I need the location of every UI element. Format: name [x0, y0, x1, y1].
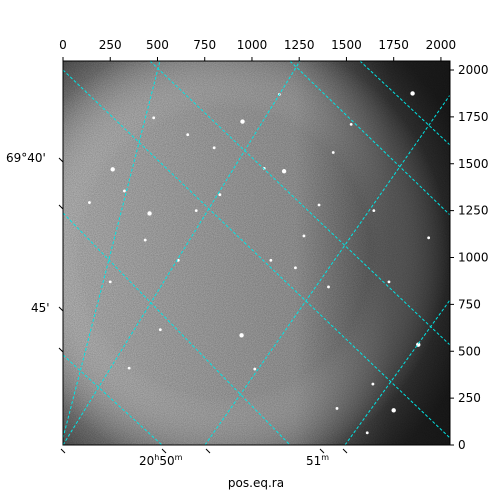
dec-axis: 69°40' 45' [6, 151, 64, 353]
right-axis: 0 250 500 750 1000 1250 1500 1750 2000 [450, 63, 489, 452]
top-tick-label: 250 [99, 38, 122, 52]
x-axis-title: pos.eq.ra [228, 476, 284, 490]
star [212, 146, 216, 150]
right-tick-label: 1000 [458, 251, 489, 265]
star [331, 151, 335, 154]
ra-axis: 20h50m 51m [60, 448, 348, 468]
dec-tick [58, 157, 64, 163]
star [147, 211, 152, 216]
top-tick-label: 1000 [237, 38, 268, 52]
star [410, 91, 415, 96]
grid-line [63, 354, 163, 445]
ra-tick [161, 448, 167, 454]
star [108, 280, 112, 284]
ra-tick [319, 448, 325, 454]
grid-line [149, 61, 450, 346]
star [123, 189, 126, 193]
grid-line [89, 444, 90, 445]
top-tick-label: 1750 [378, 38, 409, 52]
grid-line [63, 61, 301, 445]
right-tick-label: 500 [458, 344, 481, 358]
grid-line [63, 212, 291, 445]
star [110, 167, 115, 172]
star [158, 328, 162, 332]
star [239, 333, 244, 338]
star [88, 201, 91, 204]
right-tick-label: 750 [458, 297, 481, 311]
dec-tick [58, 204, 64, 210]
star [427, 236, 431, 240]
top-tick-label: 1250 [284, 38, 315, 52]
coordinate-grid [63, 61, 450, 445]
grid-line [204, 94, 450, 445]
ra-tick [342, 448, 348, 454]
star [143, 238, 147, 242]
grid-line [289, 61, 450, 216]
star [294, 266, 297, 270]
dec-tick-label-2: 45' [31, 301, 50, 315]
right-tick-label: 1500 [458, 157, 489, 171]
ra-tick [205, 448, 211, 454]
right-tick-label: 1250 [458, 204, 489, 218]
star [194, 209, 198, 213]
star [127, 366, 131, 370]
star [335, 407, 339, 410]
ra-tick [60, 448, 66, 454]
star [327, 285, 330, 289]
top-tick-label: 1500 [331, 38, 362, 52]
grid-line [63, 69, 450, 439]
top-tick-label: 500 [146, 38, 169, 52]
star [391, 408, 396, 413]
right-tick-label: 2000 [458, 63, 489, 77]
grid-line [359, 61, 450, 146]
top-tick-label: 0 [59, 38, 67, 52]
star [253, 367, 257, 371]
dec-tick [58, 306, 64, 312]
dec-tick [58, 347, 64, 353]
dec-tick-label-1: 69°40' [6, 151, 46, 165]
top-tick-label: 2000 [426, 38, 457, 52]
star [349, 122, 353, 126]
star [269, 258, 273, 262]
top-tick-label: 750 [193, 38, 216, 52]
image-frame [62, 60, 451, 446]
star [186, 133, 190, 137]
ra-tick-label-1: 20h50m [139, 453, 183, 468]
star [372, 209, 376, 213]
right-tick-label: 250 [458, 391, 481, 405]
star [365, 431, 369, 435]
ra-tick-label-2: 51m [306, 453, 329, 468]
star [302, 234, 306, 238]
star [371, 382, 375, 386]
star [240, 119, 245, 124]
top-axis: 0 250 500 750 1000 1250 1500 1750 2000 [59, 38, 456, 61]
star [218, 193, 222, 197]
sky-image [63, 61, 450, 445]
star [281, 169, 287, 174]
right-tick-label: 0 [458, 438, 466, 452]
star [152, 116, 156, 120]
star [387, 280, 391, 284]
right-tick-label: 1750 [458, 110, 489, 124]
star [317, 203, 321, 207]
